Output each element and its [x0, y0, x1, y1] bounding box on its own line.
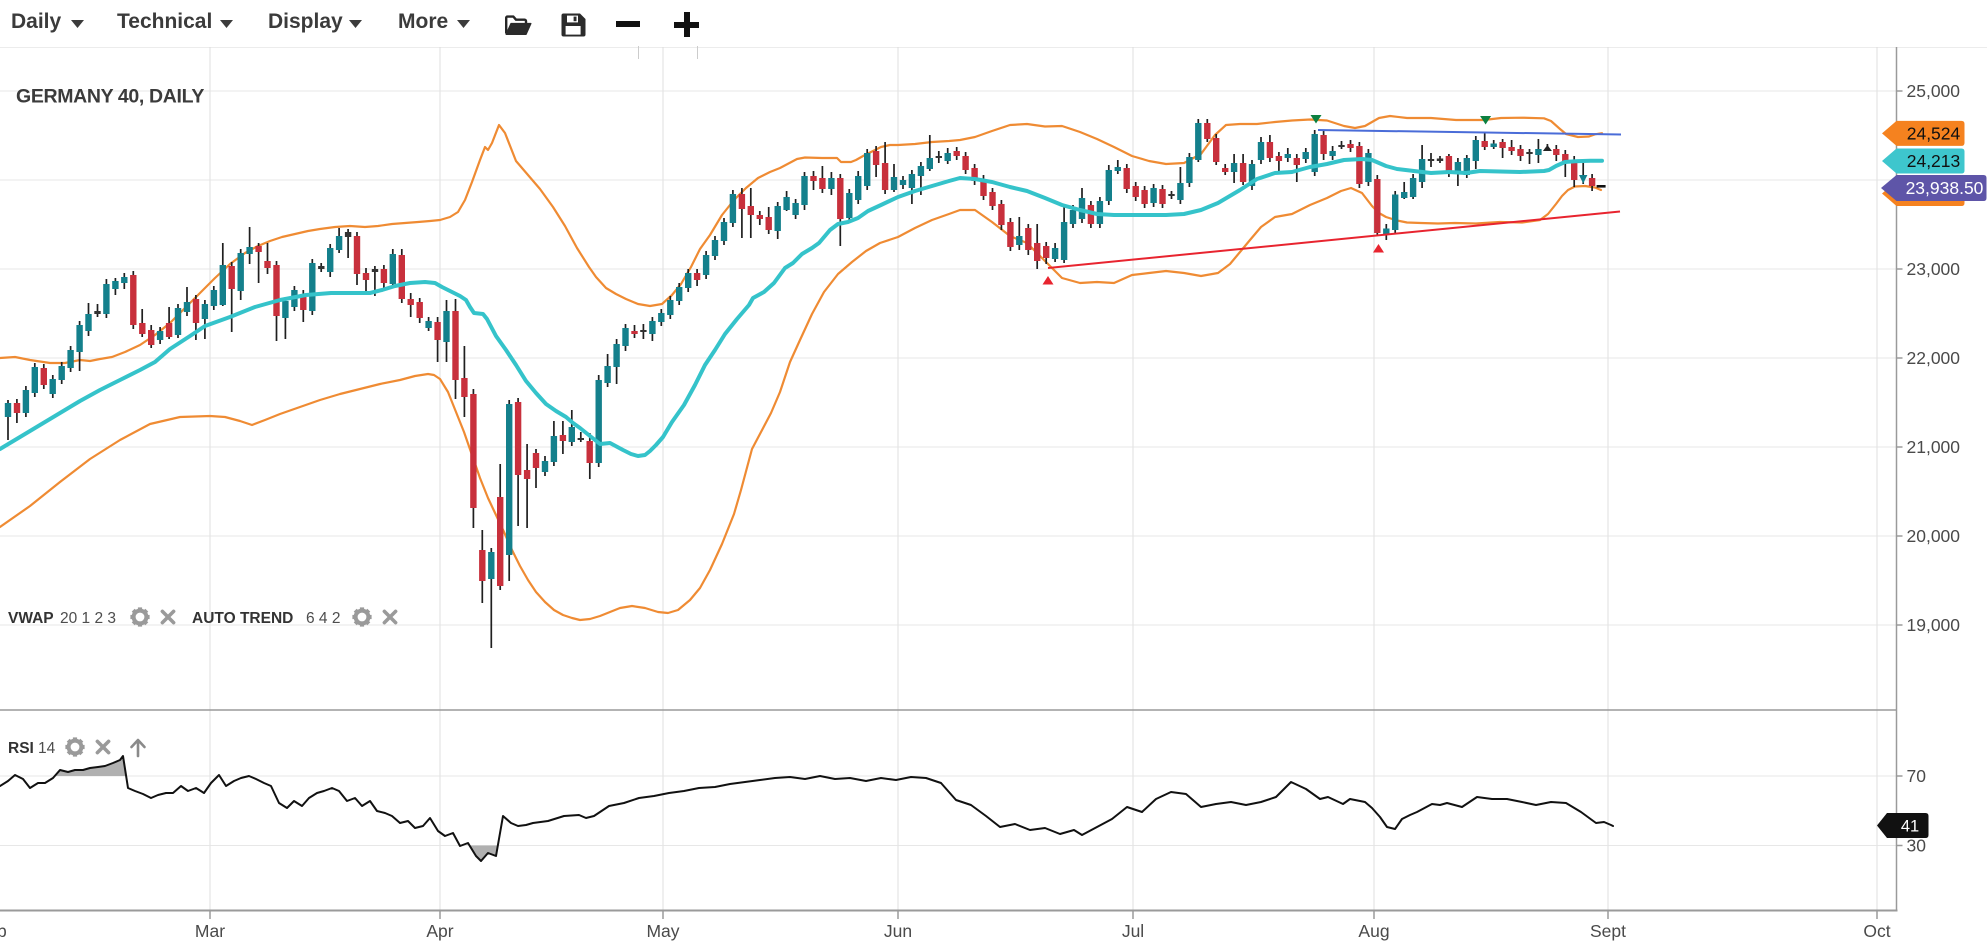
svg-text:Mar: Mar	[195, 921, 225, 941]
svg-text:GERMANY 40, DAILY: GERMANY 40, DAILY	[16, 86, 204, 108]
svg-text:41: 41	[1901, 818, 1919, 836]
svg-text:RSI: RSI	[8, 740, 34, 757]
svg-text:20,000: 20,000	[1907, 526, 1961, 546]
svg-text:Jul: Jul	[1122, 921, 1144, 941]
svg-text:19,000: 19,000	[1907, 615, 1961, 635]
svg-text:Sept: Sept	[1590, 921, 1626, 941]
svg-text:25,000: 25,000	[1907, 81, 1961, 101]
svg-text:VWAP: VWAP	[8, 610, 54, 627]
svg-text:22,000: 22,000	[1907, 348, 1961, 368]
svg-text:Jun: Jun	[884, 921, 912, 941]
svg-text:May: May	[646, 921, 679, 941]
svg-text:Oct: Oct	[1863, 921, 1890, 941]
svg-text:14: 14	[38, 740, 56, 757]
svg-text:30: 30	[1907, 836, 1927, 856]
svg-text:24,213: 24,213	[1907, 151, 1961, 171]
svg-text:6 4 2: 6 4 2	[306, 610, 340, 627]
svg-text:AUTO TREND: AUTO TREND	[192, 610, 293, 627]
svg-text:Aug: Aug	[1358, 921, 1389, 941]
svg-text:Apr: Apr	[426, 921, 453, 941]
svg-text:b: b	[0, 921, 7, 941]
svg-text:24,524: 24,524	[1907, 123, 1961, 143]
svg-text:70: 70	[1907, 766, 1927, 786]
svg-text:23,000: 23,000	[1907, 259, 1961, 279]
svg-text:20 1 2 3: 20 1 2 3	[60, 610, 116, 627]
svg-text:23,938.50: 23,938.50	[1906, 178, 1984, 198]
svg-text:21,000: 21,000	[1907, 437, 1961, 457]
